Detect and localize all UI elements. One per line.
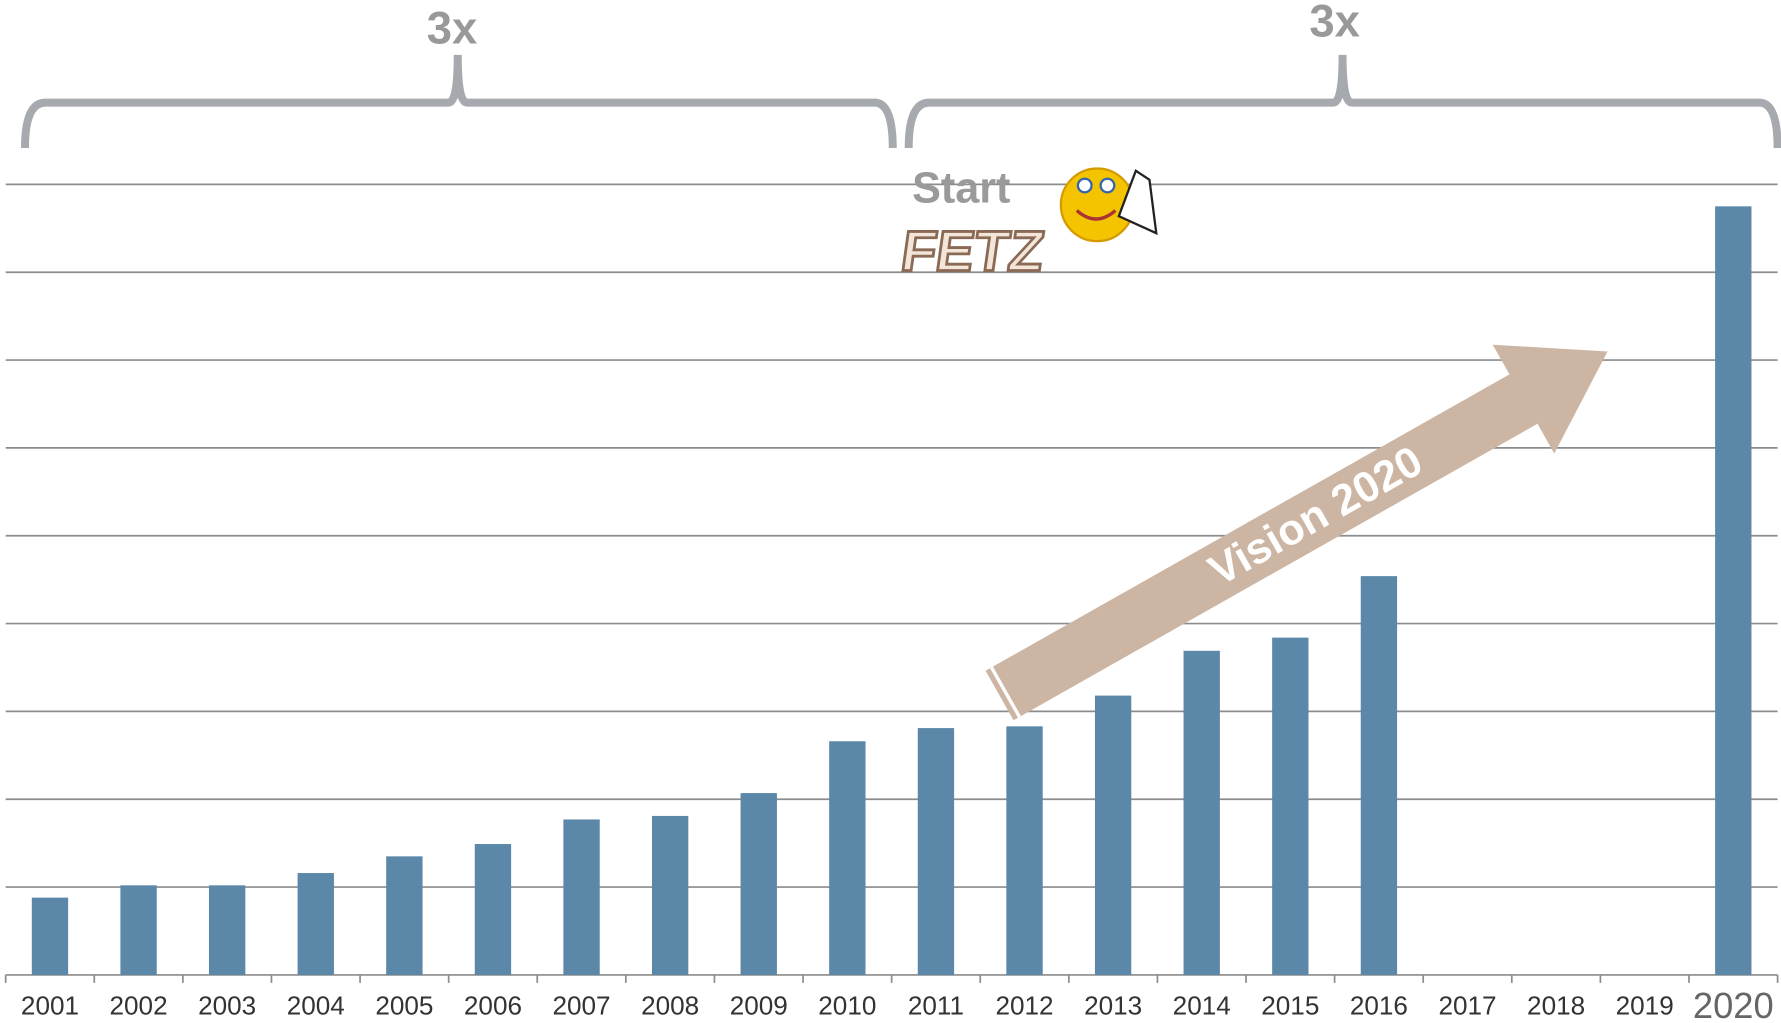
bar bbox=[120, 885, 156, 975]
logo-label: FETZ bbox=[897, 220, 1048, 284]
bar bbox=[1006, 726, 1042, 975]
bars: 2001 2002 2003 2004 2005 2006 2007 2008 2009 2010… bbox=[21, 206, 1774, 1023]
bar bbox=[1095, 696, 1131, 975]
start-label: Start bbox=[912, 165, 1010, 213]
bar bbox=[741, 793, 777, 975]
x-tick-label: 2014 bbox=[1173, 991, 1231, 1021]
x-tick-label: 2013 bbox=[1084, 991, 1142, 1021]
x-tick-label: 2017 bbox=[1438, 991, 1496, 1021]
bar bbox=[563, 819, 599, 974]
growth-label: 3x bbox=[427, 3, 478, 54]
x-tick-label: 2019 bbox=[1616, 991, 1674, 1021]
brace bbox=[25, 55, 893, 148]
bar bbox=[386, 856, 422, 975]
x-tick-label: 2016 bbox=[1350, 991, 1408, 1021]
brace bbox=[909, 55, 1778, 148]
x-tick-label: 2015 bbox=[1261, 991, 1319, 1021]
bar bbox=[652, 816, 688, 975]
x-tick-label: 2009 bbox=[730, 991, 788, 1021]
x-tick-label: 2001 bbox=[21, 991, 79, 1021]
x-tick-label: 2011 bbox=[908, 991, 964, 1021]
x-tick-label: 2002 bbox=[110, 991, 168, 1021]
bar bbox=[918, 728, 954, 975]
x-tick-label: 2003 bbox=[198, 991, 256, 1021]
bar bbox=[209, 885, 245, 975]
grid bbox=[6, 184, 1778, 982]
bar bbox=[32, 898, 68, 975]
bar bbox=[298, 873, 334, 975]
x-tick-label: 2012 bbox=[995, 991, 1053, 1021]
x-tick-label: 2018 bbox=[1527, 991, 1585, 1021]
x-tick-label: 2020 bbox=[1693, 985, 1774, 1023]
x-tick-label: 2005 bbox=[375, 991, 433, 1021]
growth-label: 3x bbox=[1309, 0, 1360, 47]
bar bbox=[1715, 206, 1751, 975]
bar bbox=[829, 741, 865, 975]
chart: 3x 3x Start FETZ Vision 2020 20012002200… bbox=[0, 0, 1781, 1023]
bar bbox=[1272, 638, 1308, 975]
x-tick-label: 2004 bbox=[287, 991, 345, 1021]
x-tick-label: 2010 bbox=[818, 991, 876, 1021]
bar bbox=[1361, 576, 1397, 975]
bar bbox=[1184, 651, 1220, 975]
x-tick-label: 2006 bbox=[464, 991, 522, 1021]
x-tick-label: 2007 bbox=[553, 991, 611, 1021]
bar bbox=[475, 844, 511, 975]
arrow-label: Vision 2020 bbox=[1201, 437, 1431, 595]
smiley bbox=[1061, 168, 1156, 241]
x-tick-label: 2008 bbox=[641, 991, 699, 1021]
